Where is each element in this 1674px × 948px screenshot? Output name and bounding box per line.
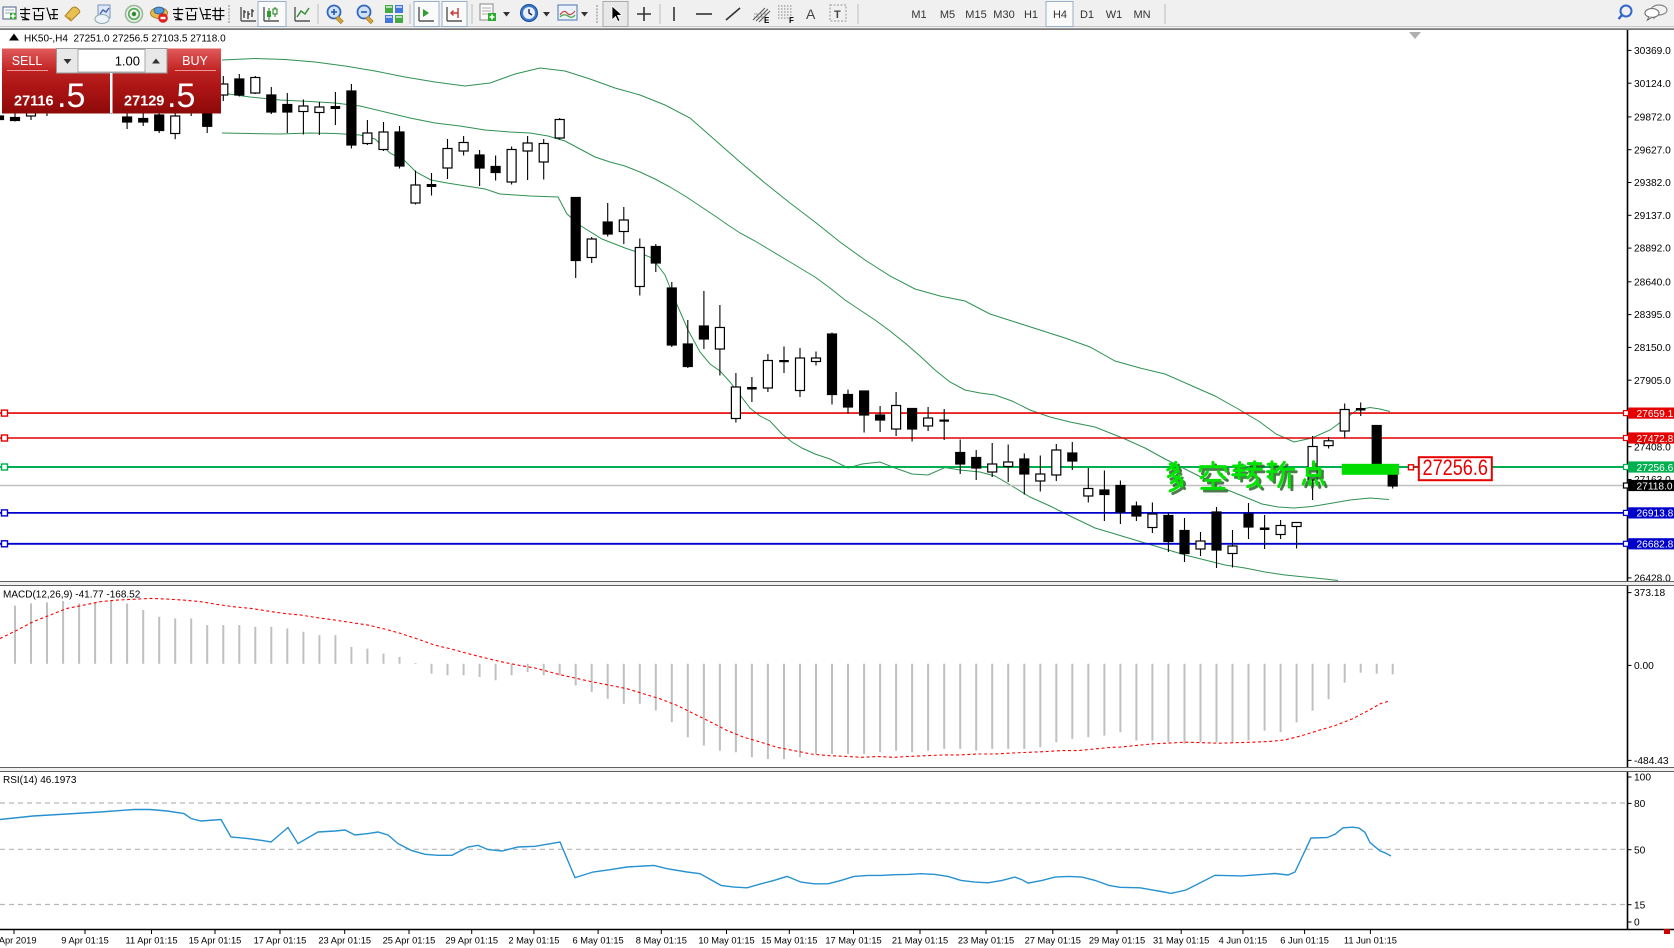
- svg-text:MACD(12,26,9) -41.77 -168.52: MACD(12,26,9) -41.77 -168.52: [3, 590, 141, 601]
- svg-text:2 May 01:15: 2 May 01:15: [508, 936, 559, 946]
- svg-text:.5: .5: [57, 77, 85, 115]
- svg-text:100: 100: [1634, 773, 1651, 784]
- svg-text:M5: M5: [940, 9, 955, 21]
- svg-text:29872.0: 29872.0: [1634, 113, 1671, 124]
- svg-text:27 May 01:15: 27 May 01:15: [1025, 936, 1081, 946]
- svg-text:28892.0: 28892.0: [1634, 244, 1671, 255]
- svg-text:M15: M15: [965, 9, 986, 21]
- svg-text:27408.0: 27408.0: [1634, 442, 1671, 453]
- svg-text:27472.8: 27472.8: [1637, 434, 1674, 445]
- svg-text:6 May 01:15: 6 May 01:15: [573, 936, 624, 946]
- svg-text:17 May 01:15: 17 May 01:15: [825, 936, 881, 946]
- svg-text:29 May 01:15: 29 May 01:15: [1089, 936, 1145, 946]
- svg-text:27659.1: 27659.1: [1637, 409, 1674, 420]
- svg-text:F: F: [789, 16, 794, 25]
- svg-text:17 Apr 01:15: 17 Apr 01:15: [254, 936, 307, 946]
- svg-text:H4: H4: [1053, 9, 1067, 21]
- svg-text:0.00: 0.00: [1634, 661, 1654, 672]
- svg-text:50: 50: [1634, 845, 1646, 856]
- svg-text:27118.0: 27118.0: [1637, 481, 1673, 492]
- svg-text:1.00: 1.00: [115, 54, 140, 69]
- svg-text:30369.0: 30369.0: [1634, 46, 1671, 57]
- svg-text:HK50-,H4 27251.0 27256.5 2710: HK50-,H4 27251.0 27256.5 27103.5 27118.0: [24, 34, 226, 45]
- svg-text:30124.0: 30124.0: [1634, 79, 1671, 90]
- svg-text:10 May 01:15: 10 May 01:15: [698, 936, 754, 946]
- svg-text:26682.8: 26682.8: [1637, 540, 1674, 551]
- svg-text:.5: .5: [167, 77, 195, 115]
- svg-text:27256.6: 27256.6: [1423, 455, 1489, 480]
- svg-text:15 Apr 01:15: 15 Apr 01:15: [189, 936, 242, 946]
- svg-text:4 Apr 2019: 4 Apr 2019: [0, 936, 36, 946]
- svg-text:23 May 01:15: 23 May 01:15: [958, 936, 1014, 946]
- svg-text:11 Jun 01:15: 11 Jun 01:15: [1344, 936, 1397, 946]
- svg-text:D1: D1: [1080, 9, 1094, 21]
- svg-text:H1: H1: [1024, 9, 1038, 21]
- svg-text:8 May 01:15: 8 May 01:15: [636, 936, 687, 946]
- svg-text:T: T: [834, 9, 841, 21]
- svg-text:4 Jun 01:15: 4 Jun 01:15: [1219, 936, 1268, 946]
- svg-text:29 Apr 01:15: 29 Apr 01:15: [445, 936, 498, 946]
- svg-text:W1: W1: [1106, 9, 1123, 21]
- svg-text:28150.0: 28150.0: [1634, 343, 1671, 354]
- svg-text:31 May 01:15: 31 May 01:15: [1153, 936, 1209, 946]
- svg-text:15: 15: [1634, 900, 1646, 911]
- svg-text:29137.0: 29137.0: [1634, 211, 1671, 222]
- svg-text:29382.0: 29382.0: [1634, 178, 1671, 189]
- svg-text:MN: MN: [1133, 9, 1150, 21]
- svg-text:0: 0: [1634, 918, 1640, 929]
- svg-text:26913.8: 26913.8: [1637, 509, 1674, 520]
- svg-text:27129: 27129: [124, 94, 164, 110]
- svg-text:21 May 01:15: 21 May 01:15: [892, 936, 948, 946]
- svg-text:28640.0: 28640.0: [1634, 277, 1671, 288]
- svg-text:M1: M1: [911, 9, 926, 21]
- svg-text:RSI(14) 46.1973: RSI(14) 46.1973: [3, 775, 77, 786]
- svg-text:9 Apr 01:15: 9 Apr 01:15: [61, 936, 109, 946]
- svg-text:M30: M30: [993, 9, 1014, 21]
- svg-text:27905.0: 27905.0: [1634, 376, 1671, 387]
- svg-text:29627.0: 29627.0: [1634, 145, 1671, 156]
- svg-text:11 Apr 01:15: 11 Apr 01:15: [125, 936, 177, 946]
- svg-text:28395.0: 28395.0: [1634, 310, 1671, 321]
- svg-text:26428.0: 26428.0: [1634, 574, 1671, 585]
- svg-text:27256.6: 27256.6: [1637, 463, 1674, 474]
- svg-text:A: A: [806, 6, 816, 22]
- svg-text:BUY: BUY: [182, 54, 208, 68]
- svg-text:-484.43: -484.43: [1634, 756, 1669, 767]
- svg-text:25 Apr 01:15: 25 Apr 01:15: [383, 936, 436, 946]
- svg-text:27116: 27116: [14, 94, 54, 110]
- svg-text:373.18: 373.18: [1634, 588, 1665, 599]
- svg-text:15 May 01:15: 15 May 01:15: [761, 936, 817, 946]
- svg-text:23 Apr 01:15: 23 Apr 01:15: [318, 936, 371, 946]
- svg-text:6 Jun 01:15: 6 Jun 01:15: [1280, 936, 1329, 946]
- svg-text:SELL: SELL: [12, 54, 43, 68]
- svg-text:E: E: [764, 16, 770, 25]
- svg-text:80: 80: [1634, 799, 1646, 810]
